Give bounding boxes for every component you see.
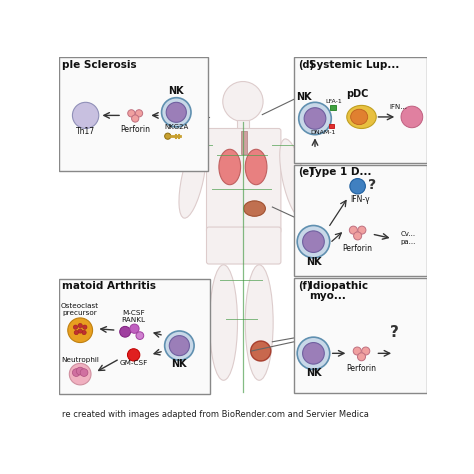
Circle shape	[136, 109, 143, 117]
Text: ?: ?	[390, 325, 399, 340]
Circle shape	[362, 347, 370, 355]
Circle shape	[164, 133, 171, 139]
Text: ?: ?	[367, 178, 375, 191]
Circle shape	[297, 226, 330, 258]
Circle shape	[304, 108, 326, 129]
Text: NKG2A: NKG2A	[164, 124, 188, 130]
Bar	[294, 57, 427, 163]
Bar	[294, 164, 427, 276]
Text: (f): (f)	[298, 281, 311, 291]
Circle shape	[169, 336, 190, 356]
Circle shape	[120, 327, 130, 337]
Circle shape	[68, 318, 92, 343]
Text: NK: NK	[306, 257, 321, 267]
Circle shape	[166, 102, 186, 122]
Circle shape	[82, 325, 87, 329]
Text: pa...: pa...	[401, 239, 416, 245]
Circle shape	[302, 231, 324, 253]
Text: pDC: pDC	[346, 89, 369, 99]
Circle shape	[78, 329, 82, 333]
Circle shape	[132, 115, 139, 122]
Circle shape	[76, 367, 84, 375]
Circle shape	[136, 332, 144, 339]
Circle shape	[164, 331, 194, 360]
Text: LFA-1: LFA-1	[325, 99, 342, 104]
Circle shape	[128, 349, 140, 361]
Text: NK: NK	[296, 92, 312, 102]
Text: precursor: precursor	[63, 310, 98, 316]
Circle shape	[73, 325, 78, 329]
Bar	[237, 120, 249, 132]
Circle shape	[350, 179, 365, 194]
Text: myo...: myo...	[309, 292, 346, 301]
Ellipse shape	[219, 149, 241, 185]
Text: (d): (d)	[298, 60, 314, 70]
Circle shape	[73, 369, 80, 376]
Text: Perforin: Perforin	[343, 244, 373, 253]
Circle shape	[353, 347, 361, 355]
Ellipse shape	[179, 139, 206, 218]
Bar	[329, 124, 334, 128]
Circle shape	[358, 226, 366, 234]
Circle shape	[354, 232, 362, 240]
Text: NK: NK	[306, 368, 321, 378]
Text: M-CSF: M-CSF	[122, 310, 145, 316]
Text: ple Sclerosis: ple Sclerosis	[63, 60, 137, 70]
Circle shape	[130, 324, 139, 333]
Ellipse shape	[280, 139, 307, 218]
Text: re created with images adapted from BioRender.com and Servier Medica: re created with images adapted from BioR…	[63, 410, 369, 419]
Ellipse shape	[347, 105, 376, 128]
Text: Osteoclast: Osteoclast	[61, 303, 99, 309]
Text: IFN...: IFN...	[389, 104, 407, 110]
Text: Type 1 D...: Type 1 D...	[309, 167, 371, 177]
Circle shape	[80, 369, 88, 376]
Ellipse shape	[245, 265, 273, 380]
Circle shape	[128, 109, 135, 117]
Text: GM-CSF: GM-CSF	[119, 360, 148, 366]
Text: DNAM-1: DNAM-1	[310, 130, 336, 135]
Text: RANKL: RANKL	[122, 317, 146, 323]
Text: Cv...: Cv...	[401, 230, 416, 237]
Text: Idiopathic: Idiopathic	[309, 281, 368, 291]
Circle shape	[74, 330, 79, 335]
Circle shape	[357, 353, 365, 361]
Text: Perforin: Perforin	[120, 125, 150, 134]
Circle shape	[82, 330, 86, 335]
Text: NK: NK	[172, 359, 187, 369]
Text: Th17: Th17	[76, 127, 95, 136]
Text: Neutrophil: Neutrophil	[61, 357, 99, 363]
Text: Perforin: Perforin	[346, 364, 376, 373]
Ellipse shape	[351, 109, 368, 125]
Bar	[241, 131, 247, 154]
Text: matoid Arthritis: matoid Arthritis	[63, 282, 156, 292]
Text: IFN-γ: IFN-γ	[350, 195, 370, 204]
Ellipse shape	[245, 149, 267, 185]
FancyBboxPatch shape	[207, 128, 281, 233]
Circle shape	[69, 364, 91, 385]
Circle shape	[302, 343, 324, 364]
Ellipse shape	[210, 265, 237, 380]
Circle shape	[223, 82, 263, 121]
Circle shape	[299, 102, 331, 135]
Ellipse shape	[251, 341, 271, 361]
Ellipse shape	[244, 201, 265, 216]
Circle shape	[349, 226, 357, 234]
Circle shape	[73, 102, 99, 128]
Bar	[294, 278, 427, 393]
Bar	[330, 105, 336, 110]
Circle shape	[78, 323, 82, 328]
Circle shape	[401, 106, 423, 128]
Circle shape	[297, 337, 330, 370]
FancyBboxPatch shape	[207, 227, 281, 264]
Bar	[59, 57, 208, 171]
Text: (e): (e)	[298, 167, 314, 177]
Bar	[59, 279, 210, 394]
Text: Systemic Lup...: Systemic Lup...	[309, 60, 399, 70]
Circle shape	[162, 98, 191, 127]
Text: NK: NK	[168, 86, 184, 96]
